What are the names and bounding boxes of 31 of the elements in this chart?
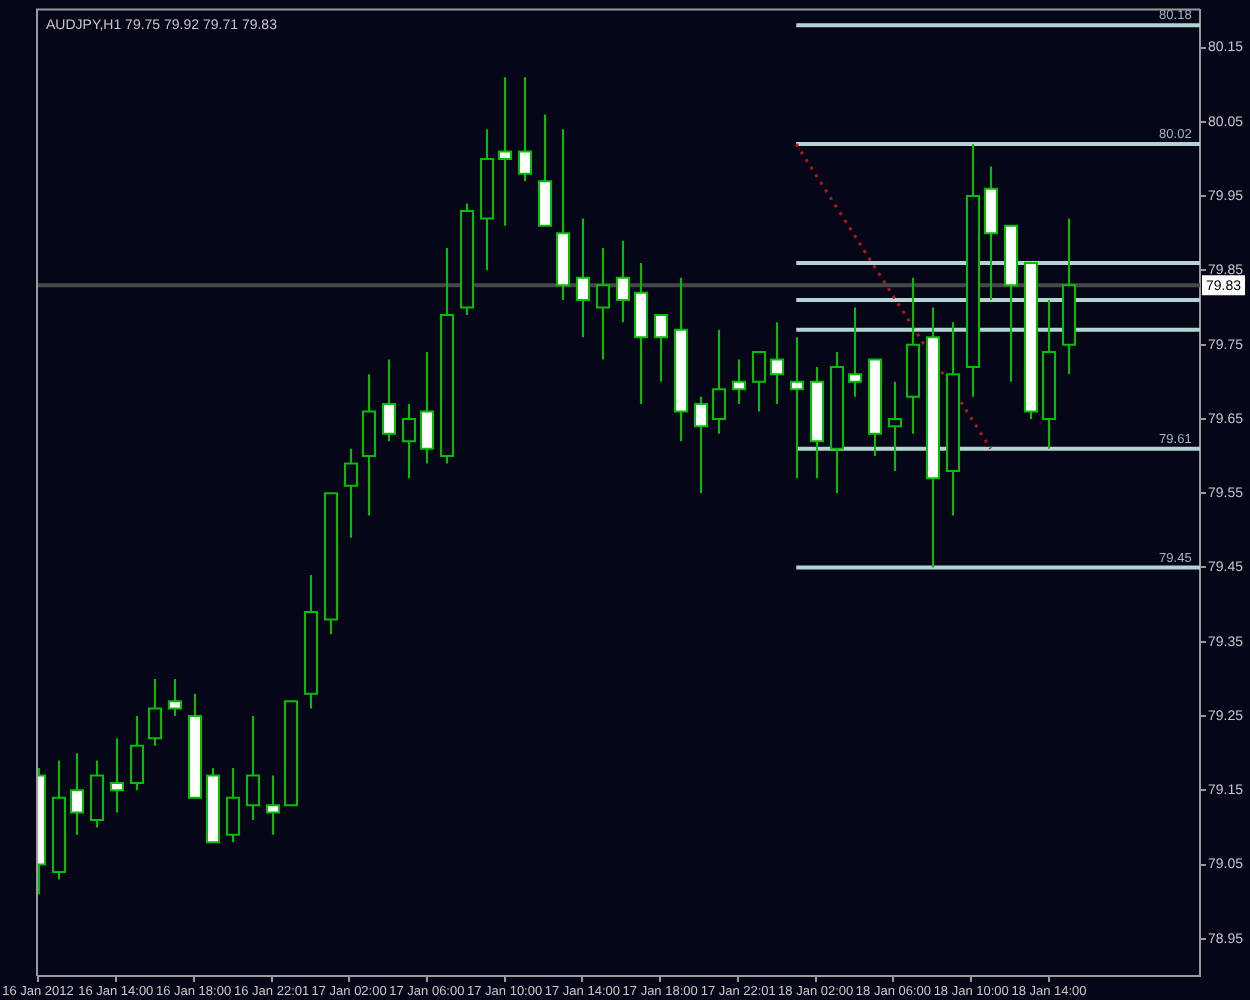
candlestick [226, 767, 240, 844]
candlestick [752, 351, 766, 413]
candlestick [634, 261, 648, 406]
candlestick [148, 677, 162, 747]
candlestick [888, 380, 902, 472]
candlestick [984, 165, 998, 302]
candlestick [596, 247, 610, 361]
candlestick [362, 373, 376, 517]
candlestick [694, 395, 708, 495]
candlestick [266, 774, 280, 836]
candlestick [518, 76, 532, 183]
candlestick [420, 351, 434, 465]
candlestick [70, 752, 84, 836]
candlestick [848, 306, 862, 398]
candlestick [732, 358, 746, 406]
candlestick [498, 76, 512, 227]
candlestick [654, 313, 668, 383]
candlestick [402, 403, 416, 480]
candlestick [90, 759, 104, 829]
candlestick [538, 113, 552, 227]
candlestick [770, 321, 784, 406]
candlestick [790, 336, 804, 480]
candlestick [168, 677, 182, 718]
candlestick [246, 715, 260, 822]
candlestick [712, 328, 726, 435]
candlestick [382, 358, 396, 443]
candlestick [344, 447, 358, 539]
candlestick [616, 239, 630, 324]
candlestick [576, 217, 590, 339]
candlestick [110, 737, 124, 814]
candlestick [130, 715, 144, 792]
